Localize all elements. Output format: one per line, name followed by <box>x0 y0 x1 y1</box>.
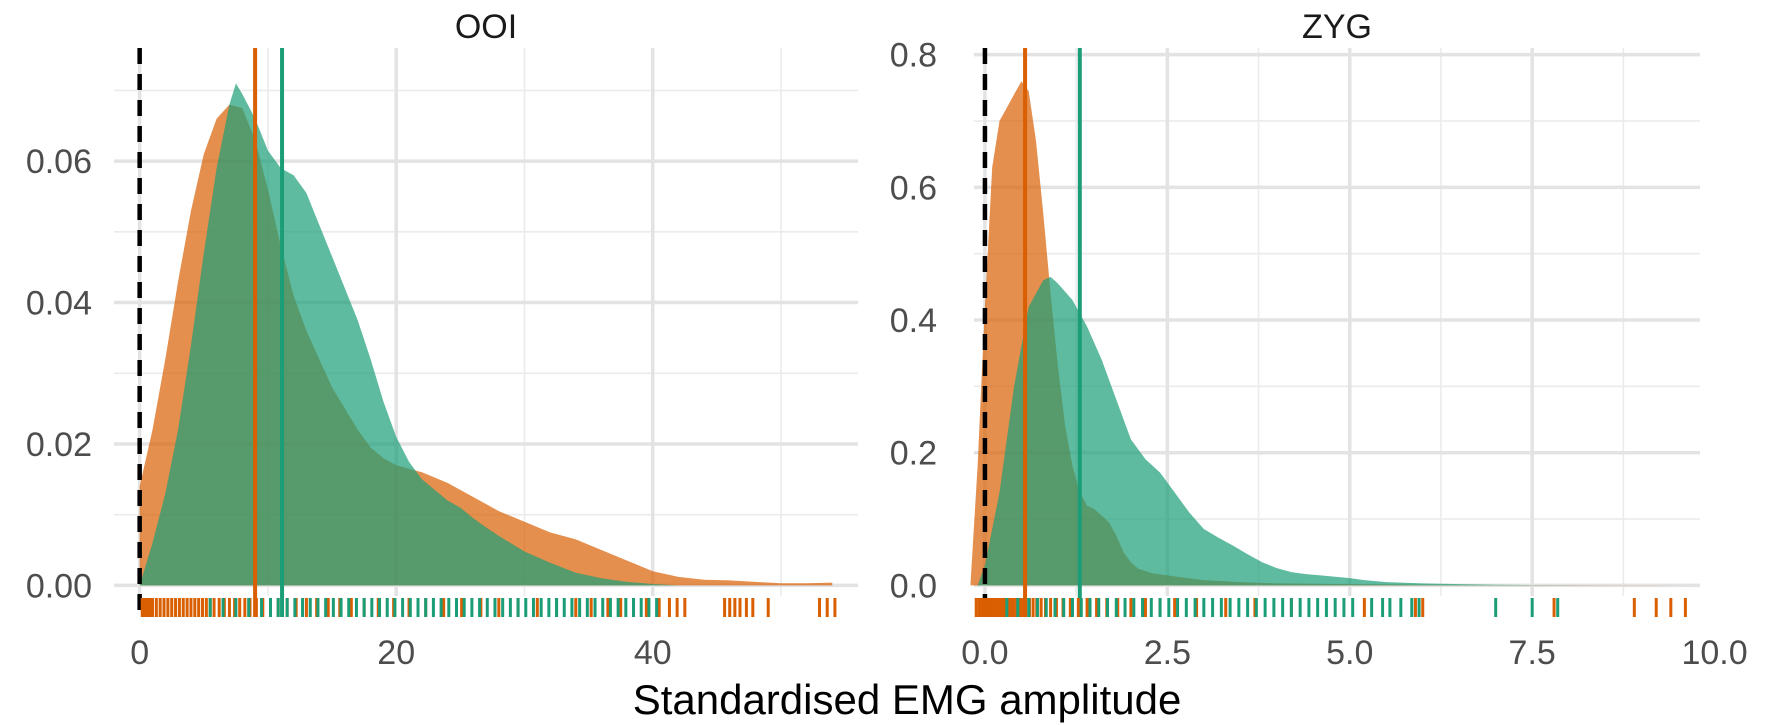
zyg-x-tick-label: 10.0 <box>1681 634 1747 672</box>
zyg-x-tick-label: 2.5 <box>1144 634 1191 672</box>
zyg-y-tick-label: 0.6 <box>890 169 937 207</box>
ooi-x-tick-label: 40 <box>634 634 672 672</box>
x-axis-title: Standardised EMG amplitude <box>633 676 1182 723</box>
zyg-y-tick-label: 0.8 <box>890 37 937 75</box>
ooi-y-tick-label: 0.06 <box>26 143 92 181</box>
ooi-density-green <box>139 83 679 586</box>
ooi-facet-title: OOI <box>455 8 517 46</box>
zyg-x-tick-label: 7.5 <box>1509 634 1556 672</box>
zyg-facet-title: ZYG <box>1302 8 1372 46</box>
ooi-y-tick-label: 0.04 <box>26 285 92 323</box>
zyg-y-tick-label: 0.2 <box>890 435 937 473</box>
ooi-x-tick-label: 20 <box>377 634 415 672</box>
zyg-y-tick-label: 0.4 <box>890 302 937 340</box>
zyg-density-green <box>977 276 1606 586</box>
zyg-x-tick-label: 0.0 <box>961 634 1008 672</box>
ooi-x-tick-label: 0 <box>130 634 149 672</box>
zyg-y-tick-label: 0.0 <box>890 567 937 605</box>
ooi-y-tick-label: 0.02 <box>26 426 92 464</box>
zyg-x-tick-label: 5.0 <box>1326 634 1373 672</box>
ooi-y-tick-label: 0.00 <box>26 567 92 605</box>
